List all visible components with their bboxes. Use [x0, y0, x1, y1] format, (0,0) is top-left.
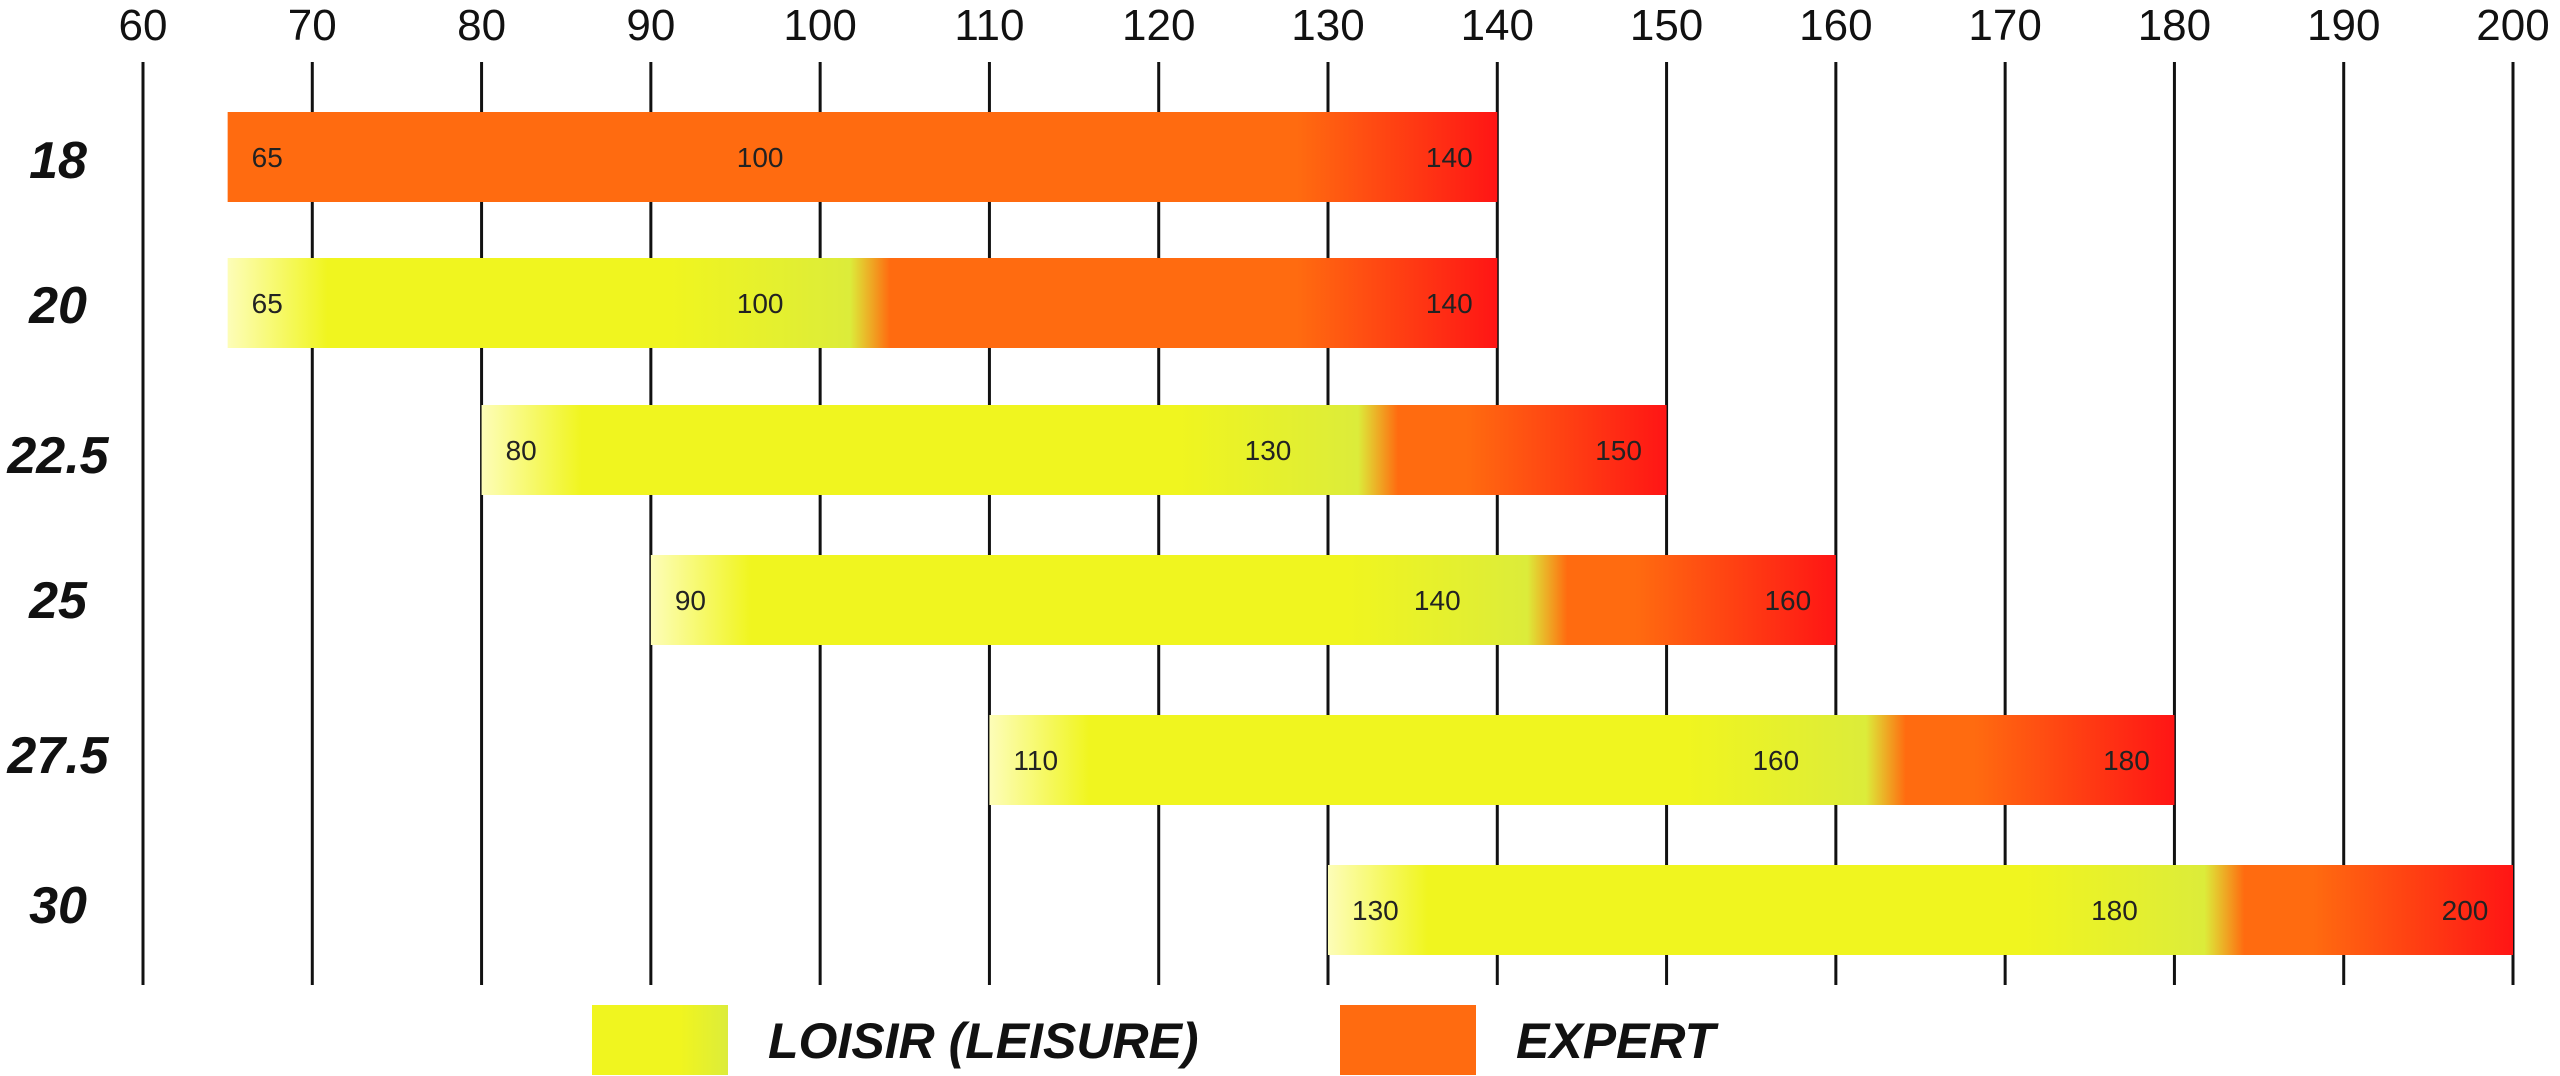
- x-tick-label: 90: [626, 1, 675, 50]
- x-tick-labels: 60 70 80 90 100 110 120 130 140 150 160 170 180 190 20…: [119, 1, 2550, 50]
- x-tick-label: 160: [1799, 1, 1872, 50]
- bar-end-label: 150: [1595, 435, 1642, 466]
- x-tick-label: 140: [1461, 1, 1534, 50]
- bar-start-label: 90: [675, 585, 706, 616]
- range-bar: [989, 715, 2175, 805]
- x-tick-label: 180: [2138, 1, 2211, 50]
- bar-mid-label: 160: [1752, 745, 1799, 776]
- legend-label-leisure: LOISIR (LEISURE): [768, 1013, 1199, 1069]
- bar-start-label: 110: [1013, 745, 1058, 776]
- x-tick-label: 100: [783, 1, 856, 50]
- bar-start-label: 65: [252, 288, 283, 319]
- range-bar: [650, 555, 1836, 645]
- legend-label-expert: EXPERT: [1516, 1013, 1720, 1069]
- x-tick-label: 200: [2476, 1, 2549, 50]
- bar-start-label: 65: [252, 142, 283, 173]
- range-bar: [481, 405, 1667, 495]
- row-label: 22.5: [6, 427, 109, 485]
- bar-end-label: 160: [1764, 585, 1811, 616]
- x-tick-label: 120: [1122, 1, 1195, 50]
- bar-end-label: 180: [2103, 745, 2150, 776]
- legend-swatch-leisure: [592, 1005, 728, 1075]
- x-tick-label: 130: [1291, 1, 1364, 50]
- row-label: 18: [29, 132, 87, 190]
- x-tick-label: 80: [457, 1, 506, 50]
- row-label: 27.5: [6, 727, 109, 785]
- range-bar: [227, 258, 1498, 348]
- bar-mid-label: 180: [2091, 895, 2138, 926]
- bar-end-label: 140: [1426, 142, 1473, 173]
- bars: 65 100 140 65 100 140 80 130 150 90 140 160 110 160 18…: [227, 112, 2513, 955]
- x-tick-label: 60: [119, 1, 168, 50]
- row-label: 25: [28, 572, 88, 630]
- x-tick-label: 190: [2307, 1, 2380, 50]
- bar-end-label: 140: [1426, 288, 1473, 319]
- row-labels: 18 20 22.5 25 27.5 30: [6, 132, 109, 935]
- x-tick-label: 150: [1630, 1, 1703, 50]
- x-tick-label: 110: [954, 1, 1024, 50]
- legend-swatch-expert: [1340, 1005, 1476, 1075]
- range-bar: [1328, 865, 2513, 955]
- row-label: 20: [28, 277, 87, 335]
- x-tick-label: 70: [288, 1, 337, 50]
- bar-mid-label: 100: [737, 288, 784, 319]
- x-tick-label: 170: [1968, 1, 2041, 50]
- row-label: 30: [29, 877, 87, 935]
- range-bar: [227, 112, 1498, 202]
- bar-start-label: 130: [1352, 895, 1399, 926]
- bar-mid-label: 140: [1414, 585, 1461, 616]
- bar-mid-label: 130: [1245, 435, 1292, 466]
- grid-lines: [141, 62, 2515, 985]
- bar-mid-label: 100: [737, 142, 784, 173]
- bar-end-label: 200: [2442, 895, 2489, 926]
- bar-start-label: 80: [506, 435, 537, 466]
- legend: LOISIR (LEISURE) EXPERT: [592, 1005, 1720, 1075]
